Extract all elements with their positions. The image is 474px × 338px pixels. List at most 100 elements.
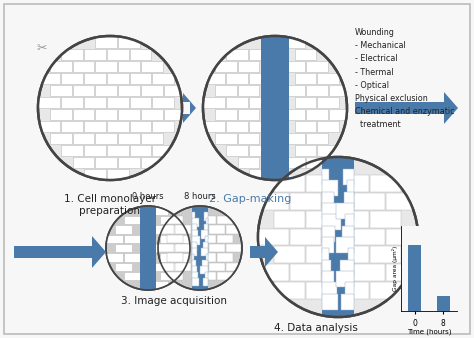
Bar (274, 282, 306, 299)
Bar (169, 244, 185, 252)
Polygon shape (250, 237, 278, 267)
Text: ✂: ✂ (37, 42, 47, 54)
Bar (153, 145, 174, 155)
Polygon shape (355, 92, 458, 124)
Bar (306, 84, 328, 96)
Bar (160, 235, 176, 243)
Bar (226, 263, 241, 271)
Bar (226, 121, 248, 131)
Bar (201, 235, 216, 243)
Bar (167, 272, 182, 280)
Bar (164, 84, 186, 96)
Bar (322, 157, 354, 317)
Bar (249, 121, 271, 131)
Bar (107, 169, 129, 179)
Bar (140, 206, 156, 290)
Bar (141, 108, 163, 120)
Bar (130, 121, 152, 131)
Bar (306, 108, 328, 120)
Bar (61, 97, 83, 107)
Bar (345, 282, 354, 298)
Bar (355, 264, 385, 281)
Text: 0 hours: 0 hours (132, 192, 164, 201)
Bar (371, 282, 401, 299)
Bar (336, 237, 354, 253)
Bar (130, 145, 152, 155)
Bar (338, 211, 370, 227)
Bar (203, 97, 225, 107)
Bar (322, 203, 337, 219)
Bar (130, 72, 152, 83)
Bar (306, 61, 328, 72)
Bar (283, 108, 305, 120)
Bar (295, 97, 317, 107)
Bar (201, 230, 209, 239)
Bar (118, 61, 140, 72)
Circle shape (106, 206, 190, 290)
Bar (124, 253, 141, 262)
Bar (226, 48, 248, 59)
Bar (346, 214, 354, 230)
Bar (338, 175, 370, 192)
Bar (237, 132, 259, 144)
Bar (201, 248, 209, 257)
Bar (249, 97, 271, 107)
Bar (177, 253, 194, 262)
Circle shape (258, 157, 418, 317)
Bar (261, 36, 289, 180)
Bar (61, 121, 83, 131)
Bar (215, 132, 237, 144)
Bar (215, 108, 237, 120)
Bar (283, 84, 305, 96)
Bar (226, 244, 241, 252)
Bar (386, 264, 418, 281)
Bar (151, 207, 168, 215)
Bar (343, 169, 354, 185)
Text: 8 hours: 8 hours (184, 192, 216, 201)
Bar (118, 108, 140, 120)
Bar (338, 282, 370, 299)
Bar (84, 72, 106, 83)
Bar (307, 175, 337, 192)
Bar (371, 246, 401, 263)
Bar (151, 225, 168, 234)
Bar (38, 72, 60, 83)
Bar (209, 225, 225, 234)
Text: 1. Cell monolayer
preparation: 1. Cell monolayer preparation (64, 194, 156, 216)
Bar (345, 192, 354, 208)
Bar (61, 145, 83, 155)
Bar (95, 156, 117, 168)
Bar (336, 271, 354, 287)
Bar (217, 235, 233, 243)
Bar (291, 193, 321, 210)
Bar (160, 253, 176, 262)
Bar (283, 132, 305, 144)
Bar (38, 97, 60, 107)
Bar (437, 296, 449, 311)
Bar (151, 281, 168, 290)
Bar (169, 263, 185, 271)
Bar (73, 156, 94, 168)
Bar (226, 145, 248, 155)
Circle shape (203, 36, 347, 180)
Bar (355, 193, 385, 210)
Bar (204, 224, 209, 233)
Bar (167, 235, 182, 243)
Bar (318, 121, 339, 131)
Bar (107, 72, 129, 83)
Bar (347, 180, 354, 196)
Bar (177, 235, 194, 243)
Bar (386, 228, 418, 245)
Bar (158, 244, 174, 252)
Bar (201, 253, 216, 262)
Bar (191, 254, 194, 262)
Bar (338, 246, 370, 263)
Bar (118, 132, 140, 144)
Bar (322, 169, 329, 185)
Bar (307, 211, 337, 227)
Bar (175, 263, 191, 271)
Bar (141, 156, 163, 168)
Bar (201, 266, 209, 274)
Bar (201, 216, 216, 224)
Bar (283, 156, 305, 168)
